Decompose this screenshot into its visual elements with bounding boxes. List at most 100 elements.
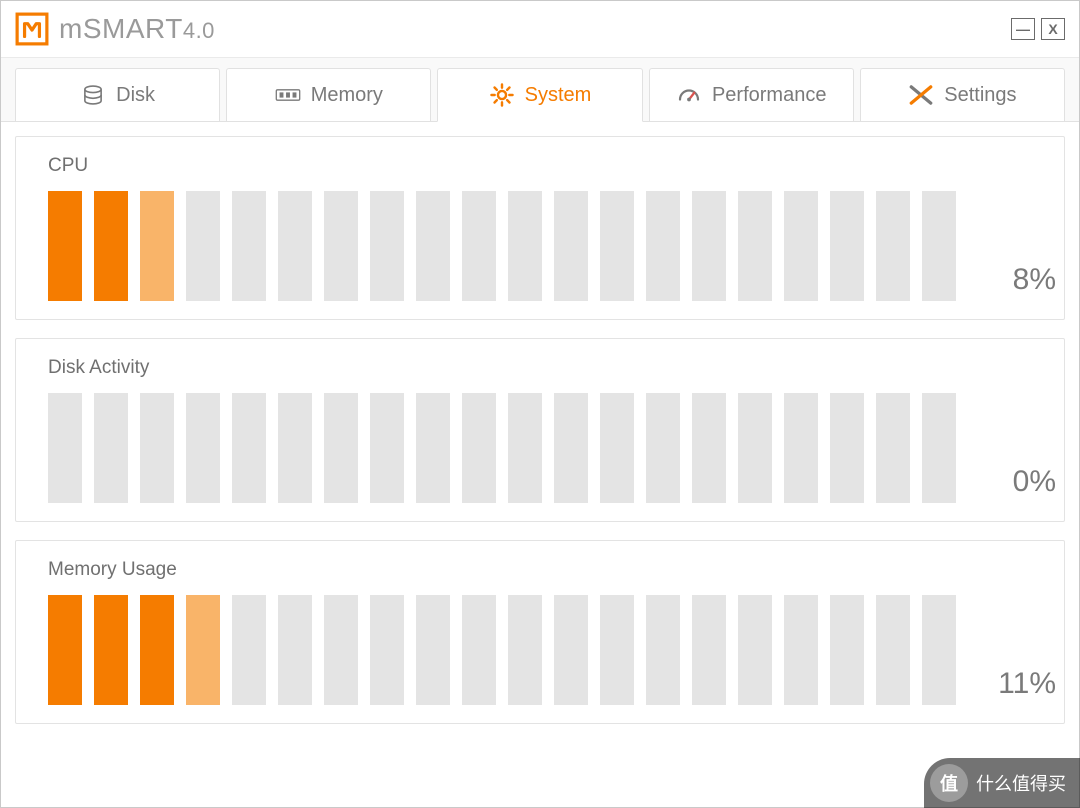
bar-segment <box>600 595 634 705</box>
bar-segment <box>232 191 266 301</box>
panel-memory-usage-title: Memory Usage <box>48 559 1038 581</box>
tab-settings[interactable]: Settings <box>860 68 1065 122</box>
bar-segment <box>186 595 220 705</box>
bar-segment <box>94 191 128 301</box>
panel-cpu-title: CPU <box>48 155 1038 177</box>
content: CPU 8% Disk Activity 0% Memory Usage 11% <box>1 121 1079 756</box>
bar-segment <box>370 393 404 503</box>
watermark-badge-icon: 值 <box>930 764 968 802</box>
app-title-prefix: mSMART <box>59 13 183 44</box>
watermark: 值 什么值得买 <box>924 758 1080 808</box>
gear-icon <box>489 82 515 108</box>
bar-segment <box>784 595 818 705</box>
panel-disk-activity-percent: 0% <box>976 465 1056 503</box>
tabs: Disk Memory System Performance Settings <box>1 57 1079 122</box>
bar-segment <box>554 595 588 705</box>
bar-segment <box>600 393 634 503</box>
tab-performance[interactable]: Performance <box>649 68 854 122</box>
bar-segment <box>140 393 174 503</box>
bar-segment <box>48 595 82 705</box>
bar-segment <box>416 191 450 301</box>
app-title-version: 4.0 <box>183 18 215 43</box>
panel-memory-usage: Memory Usage 11% <box>15 540 1065 724</box>
bar-segment <box>508 595 542 705</box>
titlebar: mSMART4.0 — X <box>1 1 1079 57</box>
bar-segment <box>186 393 220 503</box>
bar-segment <box>416 595 450 705</box>
bar-segment <box>278 595 312 705</box>
watermark-badge-glyph: 值 <box>940 770 958 796</box>
bar-segment <box>554 393 588 503</box>
bar-segment <box>646 393 680 503</box>
close-icon: X <box>1048 21 1057 37</box>
bar-segment <box>278 191 312 301</box>
memory-icon <box>275 82 301 108</box>
bar-segment <box>508 191 542 301</box>
bar-segment <box>140 595 174 705</box>
xlogo-icon <box>908 82 934 108</box>
disk-icon <box>80 82 106 108</box>
bar-segment <box>876 191 910 301</box>
panel-memory-usage-percent: 11% <box>976 667 1056 705</box>
tab-memory-label: Memory <box>311 84 383 107</box>
app-title: mSMART4.0 <box>59 13 215 45</box>
tab-performance-label: Performance <box>712 84 827 107</box>
bar-segment <box>324 595 358 705</box>
minimize-button[interactable]: — <box>1011 18 1035 40</box>
bar-segment <box>554 191 588 301</box>
bar-segment <box>94 393 128 503</box>
bar-segment <box>278 393 312 503</box>
bar-segment <box>462 393 496 503</box>
bar-segment <box>922 191 956 301</box>
bar-segment <box>600 191 634 301</box>
window-controls: — X <box>1011 18 1065 40</box>
bar-segment <box>784 393 818 503</box>
bar-segment <box>692 393 726 503</box>
bar-segment <box>830 595 864 705</box>
app-logo-icon <box>15 12 49 46</box>
panel-cpu-bars <box>48 191 956 301</box>
bar-segment <box>324 393 358 503</box>
bar-segment <box>738 595 772 705</box>
bar-segment <box>232 595 266 705</box>
bar-segment <box>922 595 956 705</box>
bar-segment <box>94 595 128 705</box>
minimize-icon: — <box>1016 21 1030 37</box>
gauge-icon <box>676 82 702 108</box>
bar-segment <box>140 191 174 301</box>
panel-cpu-body: 8% <box>48 191 1038 301</box>
bar-segment <box>324 191 358 301</box>
bar-segment <box>738 191 772 301</box>
bar-segment <box>692 191 726 301</box>
bar-segment <box>416 393 450 503</box>
tab-memory[interactable]: Memory <box>226 68 431 122</box>
panel-memory-usage-body: 11% <box>48 595 1038 705</box>
bar-segment <box>646 595 680 705</box>
bar-segment <box>186 191 220 301</box>
panel-disk-activity: Disk Activity 0% <box>15 338 1065 522</box>
panel-disk-activity-title: Disk Activity <box>48 357 1038 379</box>
bar-segment <box>462 191 496 301</box>
bar-segment <box>508 393 542 503</box>
bar-segment <box>48 393 82 503</box>
bar-segment <box>232 393 266 503</box>
bar-segment <box>876 595 910 705</box>
tab-settings-label: Settings <box>944 84 1016 107</box>
bar-segment <box>646 191 680 301</box>
tab-system[interactable]: System <box>437 68 642 122</box>
panel-memory-usage-bars <box>48 595 956 705</box>
bar-segment <box>692 595 726 705</box>
bar-segment <box>830 393 864 503</box>
bar-segment <box>876 393 910 503</box>
tab-system-label: System <box>525 84 592 107</box>
bar-segment <box>738 393 772 503</box>
app-window: mSMART4.0 — X Disk Memory System Performanc… <box>0 0 1080 808</box>
bar-segment <box>370 191 404 301</box>
bar-segment <box>370 595 404 705</box>
bar-segment <box>922 393 956 503</box>
bar-segment <box>462 595 496 705</box>
watermark-text: 什么值得买 <box>976 770 1066 796</box>
close-button[interactable]: X <box>1041 18 1065 40</box>
panel-cpu: CPU 8% <box>15 136 1065 320</box>
tab-disk[interactable]: Disk <box>15 68 220 122</box>
